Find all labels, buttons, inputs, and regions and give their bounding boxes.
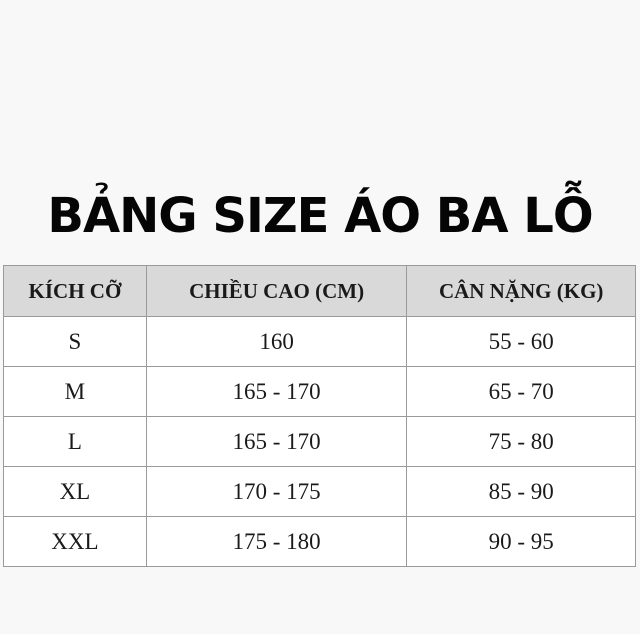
cell-weight: 65 - 70 bbox=[406, 366, 636, 417]
cell-size: XL bbox=[3, 466, 147, 517]
table-header-row: KÍCH CỠ CHIỀU CAO (CM) CÂN NẶNG (KG) bbox=[3, 265, 636, 317]
cell-height: 165 - 170 bbox=[145, 416, 408, 467]
cell-height: 170 - 175 bbox=[145, 466, 408, 517]
cell-size: XXL bbox=[3, 516, 147, 567]
cell-weight: 55 - 60 bbox=[406, 316, 636, 367]
cell-height: 175 - 180 bbox=[145, 516, 408, 567]
table-row: XXL 175 - 180 90 - 95 bbox=[3, 516, 636, 567]
table-row: M 165 - 170 65 - 70 bbox=[3, 366, 636, 417]
table-row: XL 170 - 175 85 - 90 bbox=[3, 466, 636, 517]
header-height: CHIỀU CAO (CM) bbox=[145, 265, 408, 317]
header-weight: CÂN NẶNG (KG) bbox=[406, 265, 636, 317]
cell-height: 165 - 170 bbox=[145, 366, 408, 417]
cell-size: L bbox=[3, 416, 147, 467]
table-row: S 160 55 - 60 bbox=[3, 316, 636, 367]
size-table: KÍCH CỠ CHIỀU CAO (CM) CÂN NẶNG (KG) S 16… bbox=[3, 265, 636, 567]
cell-weight: 85 - 90 bbox=[406, 466, 636, 517]
cell-size: M bbox=[3, 366, 147, 417]
cell-size: S bbox=[3, 316, 147, 367]
page-title: BẢNG SIZE ÁO BA LỖ bbox=[47, 188, 593, 244]
header-size: KÍCH CỠ bbox=[3, 265, 147, 317]
cell-weight: 90 - 95 bbox=[406, 516, 636, 567]
cell-weight: 75 - 80 bbox=[406, 416, 636, 467]
table-row: L 165 - 170 75 - 80 bbox=[3, 416, 636, 467]
cell-height: 160 bbox=[145, 316, 408, 367]
